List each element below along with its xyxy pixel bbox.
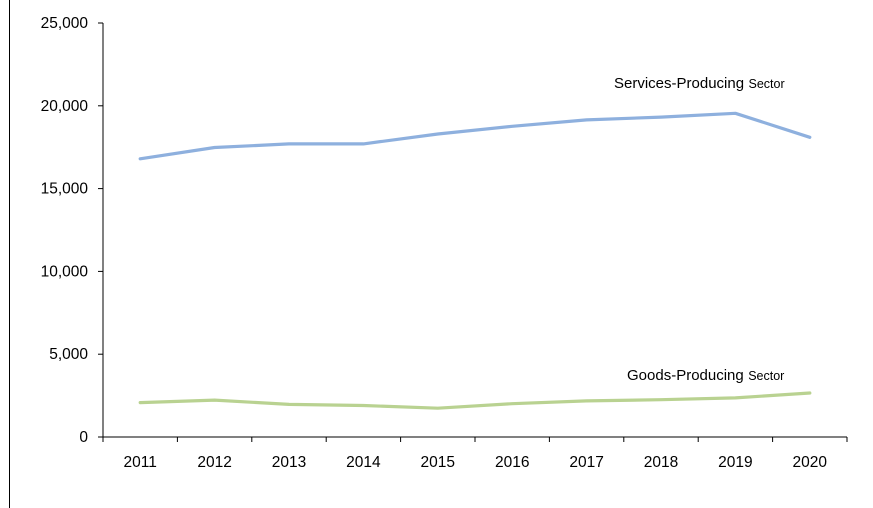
goods-series-line [138,391,812,410]
x-tick-label: 2019 [718,454,752,471]
y-tick-label: 25,000 [41,15,89,32]
y-tick-label: 10,000 [41,263,89,280]
y-axis-tick-labels: 0 5,000 10,000 15,000 20,000 25,000 [41,15,89,446]
x-tick-label: 2013 [272,454,306,471]
x-axis-tick-labels: 2011 2012 2013 2014 2015 2016 2017 2018 2019 2020 [124,454,828,471]
figure-left-border [9,0,10,508]
x-tick-label: 2020 [793,454,828,471]
goods-series-label: Goods-Producing Sector [627,367,784,384]
y-tick-label: 0 [79,429,88,446]
x-tick-label: 2016 [495,454,529,471]
services-series-label: Services-Producing Sector [614,75,785,92]
y-tick-label: 5,000 [49,346,88,363]
y-tick-label: 20,000 [41,98,89,115]
x-tick-label: 2014 [346,454,381,471]
axes [98,22,848,442]
series-lines [138,111,812,410]
y-tick-label: 15,000 [41,181,89,198]
x-tick-label: 2011 [124,454,157,471]
services-series-line [138,111,812,161]
x-tick-label: 2017 [569,454,603,471]
x-tick-label: 2015 [421,454,455,471]
x-tick-label: 2012 [197,454,231,471]
x-tick-label: 2018 [644,454,678,471]
